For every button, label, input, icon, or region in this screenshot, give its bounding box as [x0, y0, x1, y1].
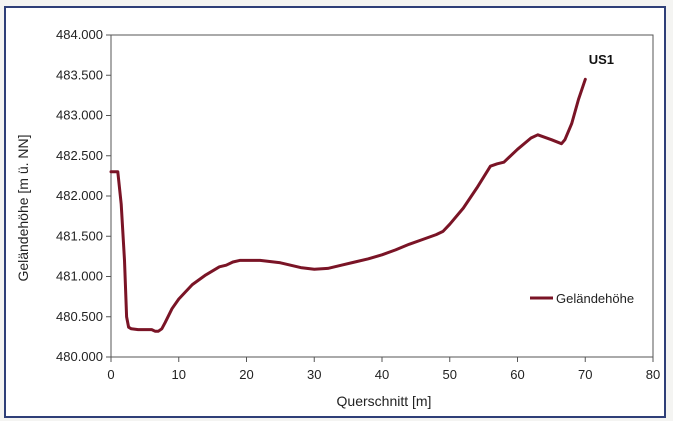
y-tick-label: 480.000	[56, 349, 103, 364]
y-axis-title: Geländehöhe [m ü. NN]	[15, 134, 31, 281]
series-group	[109, 77, 587, 333]
x-tick-label: 50	[443, 367, 457, 382]
y-tick-label: 482.500	[56, 148, 103, 163]
x-axis-title: Querschnitt [m]	[337, 393, 432, 409]
legend: Geländehöhe	[530, 291, 634, 306]
chart-annotation: US1	[589, 52, 614, 67]
line-chart: Geländehöhe [m ü. NN] Querschnitt [m] 48…	[15, 27, 660, 409]
x-tick-label: 10	[172, 367, 186, 382]
plot-area	[110, 34, 654, 358]
y-tick-label: 483.000	[56, 108, 103, 123]
legend-label: Geländehöhe	[556, 291, 634, 306]
x-tick-label: 30	[307, 367, 321, 382]
y-tick-label: 483.500	[56, 67, 103, 82]
y-tick-label: 480.500	[56, 309, 103, 324]
series-line-0	[109, 77, 587, 333]
x-tick-label: 70	[578, 367, 592, 382]
x-tick-label: 80	[646, 367, 660, 382]
x-tick-label: 0	[107, 367, 114, 382]
y-axis: 480.000 480.500 481.000 481.500 482.000 482.5…	[56, 27, 111, 364]
x-axis: 0 10 20 30 40 50 60 70 80	[107, 357, 660, 382]
y-tick-label: 481.500	[56, 228, 103, 243]
y-tick-label: 482.000	[56, 188, 103, 203]
y-tick-label: 484.000	[56, 27, 103, 42]
chart-frame: Geländehöhe [m ü. NN] Querschnitt [m] 48…	[4, 6, 666, 418]
y-tick-label: 481.000	[56, 269, 103, 284]
x-tick-label: 60	[510, 367, 524, 382]
x-tick-label: 20	[239, 367, 253, 382]
x-tick-label: 40	[375, 367, 389, 382]
